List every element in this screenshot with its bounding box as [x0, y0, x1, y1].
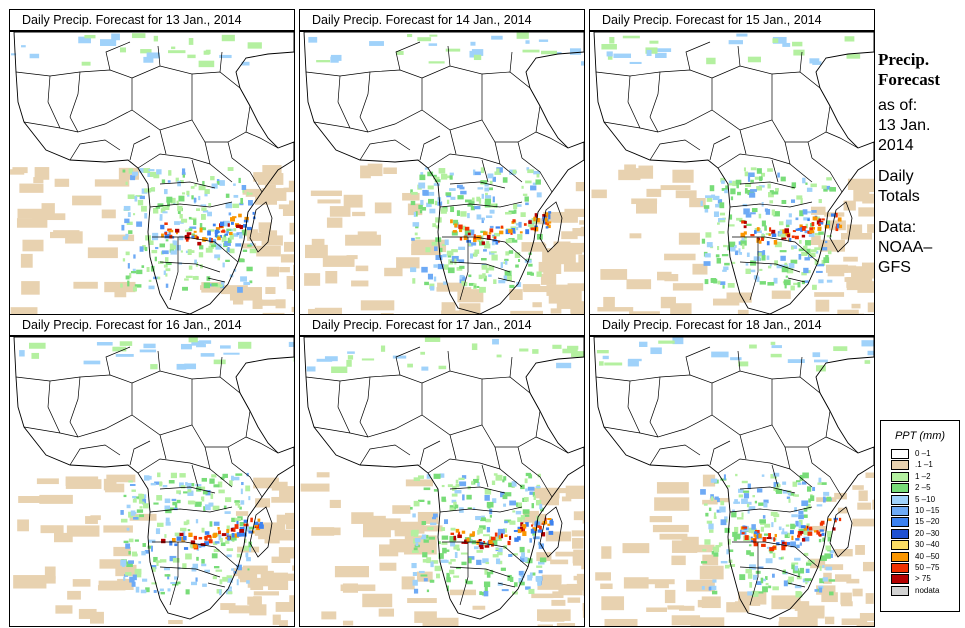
legend-label: 20 –30 [915, 528, 940, 538]
country-borders [15, 41, 279, 301]
coastline [593, 337, 874, 620]
legend-swatch [891, 585, 909, 596]
totals-label: Totals [878, 188, 920, 205]
country-borders [305, 41, 569, 301]
africa-precip-map [9, 336, 295, 627]
sidebar-info: Precip. Forecast as of: 13 Jan. 2014 Dai… [878, 50, 963, 278]
data-label: Data: [878, 219, 917, 236]
madagascar-outline [249, 201, 273, 253]
legend-label: 0 –1 [915, 449, 931, 458]
legend-item: 20 –30 [881, 528, 959, 539]
legend-item: 0 –1 [881, 448, 959, 459]
africa-precip-map [299, 31, 585, 322]
panel-title: Daily Precip. Forecast for 16 Jan., 2014 [9, 314, 295, 336]
precip-field [591, 33, 874, 321]
madagascar-outline [249, 506, 273, 558]
panel-title: Daily Precip. Forecast for 15 Jan., 2014 [589, 9, 875, 31]
ppt-legend: PPT (mm) 0 –1 .1 –1 1 –2 2 –5 5 –10 10 –15 15 … [880, 420, 960, 612]
coastline [593, 32, 874, 315]
legend-label: 15 –20 [915, 517, 940, 527]
legend-item: 50 –75 [881, 562, 959, 573]
legend-label: 50 –75 [915, 562, 940, 572]
legend-swatch [891, 471, 909, 482]
country-borders [595, 346, 859, 606]
legend-item: 40 –50 [881, 551, 959, 562]
madagascar-outline [829, 201, 853, 253]
panel-title: Daily Precip. Forecast for 17 Jan., 2014 [299, 314, 585, 336]
asof-label: as of: [878, 97, 918, 114]
legend-item: > 75 [881, 573, 959, 585]
precip-field [595, 337, 874, 626]
data-source-1: NOAA– [878, 239, 933, 256]
legend-title: PPT (mm) [894, 430, 946, 442]
panel-title: Daily Precip. Forecast for 14 Jan., 2014 [299, 9, 585, 31]
precip-field [10, 33, 294, 321]
country-borders [595, 41, 859, 301]
legend-label: 1 –2 [915, 471, 931, 481]
legend-swatch [891, 551, 909, 562]
legend-item: 1 –2 [881, 471, 959, 482]
legend-item: 30 –40 [881, 539, 959, 551]
africa-precip-map [589, 31, 875, 322]
madagascar-outline [829, 506, 853, 558]
legend-label: 30 –40 [915, 540, 940, 550]
madagascar-outline [539, 201, 563, 253]
legend-swatch [891, 517, 909, 528]
country-borders [15, 346, 279, 606]
legend-swatch [891, 460, 909, 471]
africa-precip-map [589, 336, 875, 627]
legend-label: 2 –5 [915, 483, 931, 493]
daily-label: Daily [878, 168, 914, 185]
legend-swatch [891, 483, 909, 494]
legend-label: .1 –1 [915, 460, 933, 470]
asof-year: 2014 [878, 137, 914, 154]
asof-date: 13 Jan. [878, 117, 931, 134]
africa-precip-map [299, 336, 585, 627]
coastline [303, 337, 584, 620]
legend-swatch [891, 540, 909, 551]
precip-field [13, 337, 294, 626]
legend-swatch [891, 528, 909, 539]
precip-field [304, 32, 584, 321]
legend-swatch [891, 494, 909, 505]
legend-label: 10 –15 [915, 505, 940, 515]
legend-item: 2 –5 [881, 482, 959, 494]
legend-item: 15 –20 [881, 516, 959, 528]
data-source-2: GFS [878, 259, 911, 276]
legend-label: nodata [915, 585, 940, 595]
africa-precip-map [9, 31, 295, 322]
panel-title: Daily Precip. Forecast for 18 Jan., 2014 [589, 314, 875, 336]
legend-swatch [891, 574, 909, 585]
sidebar-heading-precip: Precip. [878, 50, 930, 69]
legend-item: 5 –10 [881, 494, 959, 505]
legend-label: 5 –10 [915, 494, 936, 504]
legend-label: 40 –50 [915, 551, 940, 561]
legend-item: 10 –15 [881, 505, 959, 516]
legend-label: > 75 [915, 574, 931, 584]
panel-title: Daily Precip. Forecast for 13 Jan., 2014 [9, 9, 295, 31]
legend-swatch [891, 449, 909, 459]
coastline [13, 337, 294, 620]
legend-item: nodata [881, 585, 959, 596]
coastline [303, 32, 584, 315]
sidebar-heading-forecast: Forecast [878, 70, 940, 89]
coastline [13, 32, 294, 315]
legend-swatch [891, 505, 909, 516]
madagascar-outline [539, 506, 563, 558]
legend-item: .1 –1 [881, 459, 959, 471]
legend-swatch [891, 562, 909, 573]
country-borders [305, 346, 569, 606]
